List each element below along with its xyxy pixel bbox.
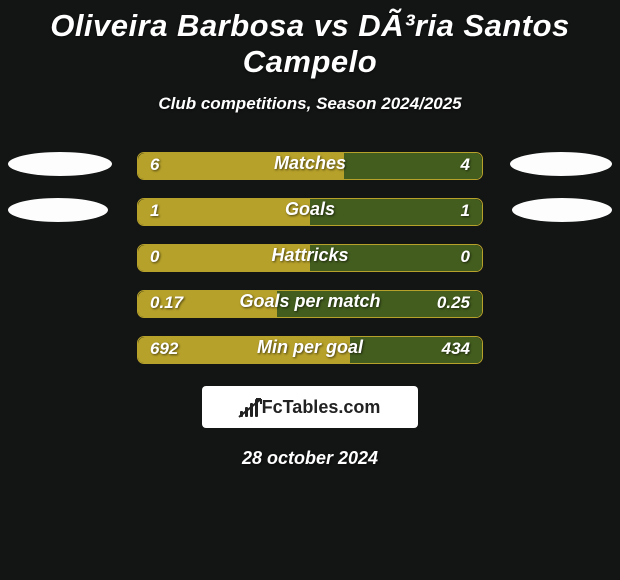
bar-track	[137, 244, 483, 272]
bar-track	[137, 152, 483, 180]
player-avatar-left	[8, 198, 108, 222]
bar-left	[138, 199, 310, 226]
bar-left	[138, 153, 344, 180]
bar-track	[137, 336, 483, 364]
stat-row: 0 Hattricks 0	[0, 244, 620, 272]
bar-left	[138, 337, 350, 364]
stat-row: 692 Min per goal 434	[0, 336, 620, 364]
bar-right	[310, 199, 482, 226]
subtitle: Club competitions, Season 2024/2025	[0, 94, 620, 114]
logo-text: FcTables.com	[262, 397, 381, 418]
bar-right	[350, 337, 482, 364]
bar-left	[138, 245, 310, 272]
stats-container: 6 Matches 4 1 Goals 1 0 Hattricks 0	[0, 152, 620, 364]
bar-track	[137, 290, 483, 318]
fctables-logo: FcTables.com	[202, 386, 418, 428]
player-avatar-left	[8, 152, 112, 176]
player-avatar-right	[512, 198, 612, 222]
bar-right	[310, 245, 482, 272]
date-label: 28 october 2024	[0, 448, 620, 469]
stat-row: 6 Matches 4	[0, 152, 620, 180]
page-title: Oliveira Barbosa vs DÃ³ria Santos Campel…	[0, 0, 620, 80]
bar-right	[277, 291, 482, 318]
comparison-card: Oliveira Barbosa vs DÃ³ria Santos Campel…	[0, 0, 620, 580]
bar-right	[344, 153, 482, 180]
bar-left	[138, 291, 277, 318]
player-avatar-right	[510, 152, 612, 176]
bar-track	[137, 198, 483, 226]
stat-row: 0.17 Goals per match 0.25	[0, 290, 620, 318]
logo-bars-icon	[240, 397, 258, 417]
stat-row: 1 Goals 1	[0, 198, 620, 226]
